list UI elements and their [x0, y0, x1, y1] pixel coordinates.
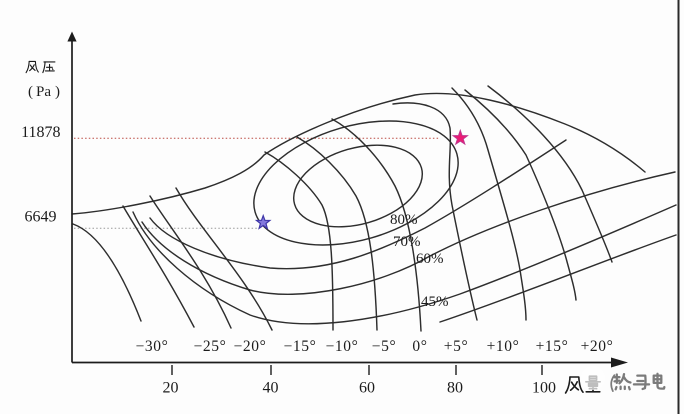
svg-text:80%: 80%	[390, 212, 418, 228]
svg-text:11878: 11878	[21, 124, 60, 141]
svg-text:6649: 6649	[25, 209, 57, 226]
svg-text:Pa: Pa	[36, 84, 51, 100]
svg-text:60%: 60%	[416, 251, 444, 267]
svg-text:40: 40	[263, 380, 279, 397]
svg-text:−20°: −20°	[234, 338, 267, 355]
svg-text:+5°: +5°	[444, 338, 469, 355]
svg-text:−30°: −30°	[136, 338, 169, 355]
svg-text:+15°: +15°	[536, 338, 569, 355]
svg-text:−25°: −25°	[194, 338, 227, 355]
svg-text:−5°: −5°	[372, 338, 397, 355]
svg-text:60: 60	[359, 380, 375, 397]
svg-text:70%: 70%	[393, 234, 421, 250]
svg-text:+20°: +20°	[581, 338, 614, 355]
svg-text:100: 100	[532, 380, 556, 397]
svg-text:+10°: +10°	[487, 338, 520, 355]
svg-text:45%: 45%	[421, 294, 449, 310]
svg-text:0°: 0°	[412, 338, 427, 355]
svg-text:20: 20	[163, 380, 179, 397]
svg-text:80: 80	[447, 380, 463, 397]
svg-text:−15°: −15°	[284, 338, 317, 355]
svg-text:(: (	[28, 84, 33, 100]
svg-text:): )	[55, 84, 60, 100]
svg-text:−10°: −10°	[326, 338, 359, 355]
